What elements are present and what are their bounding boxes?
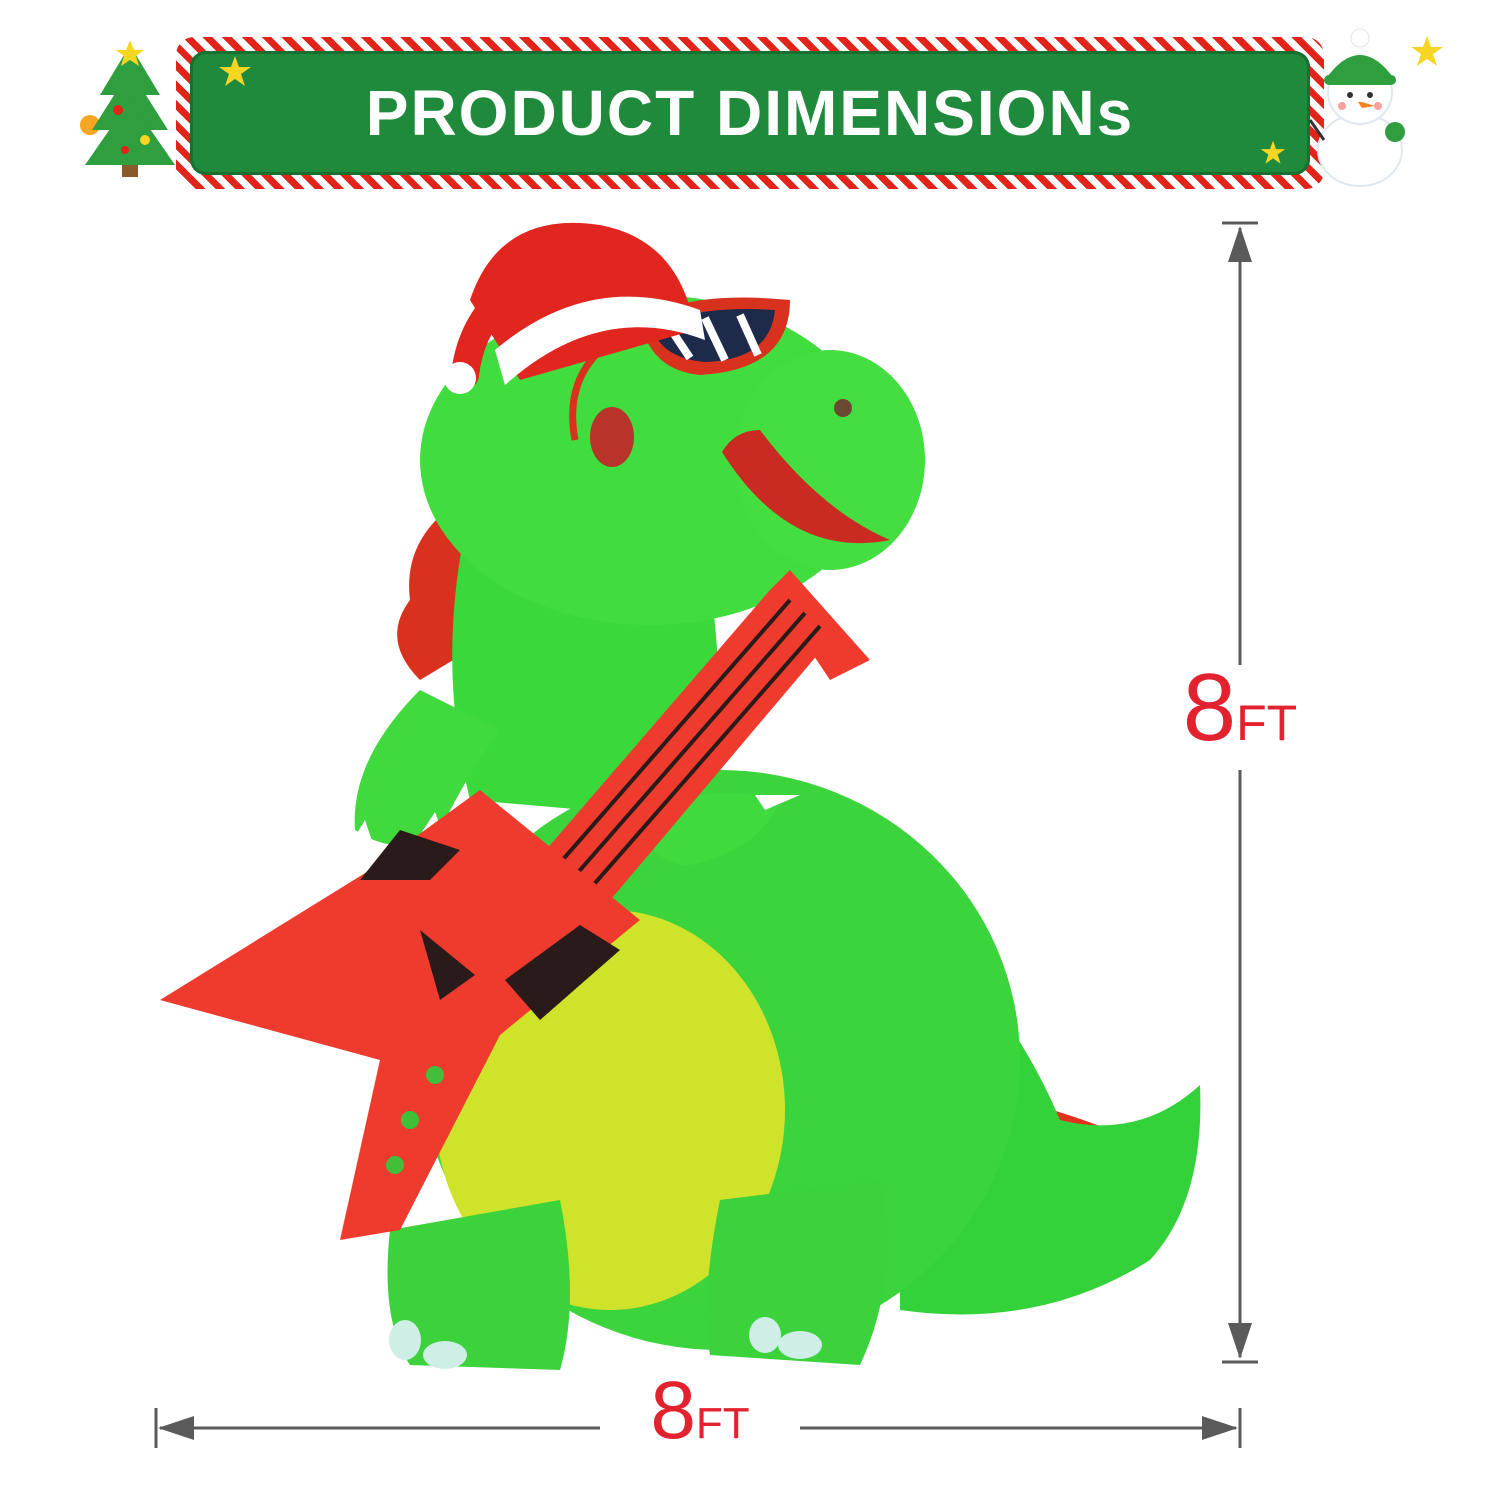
dinosaur-eye: [590, 407, 634, 467]
banner-title: PRODUCT DIMENSIONs: [365, 77, 1135, 149]
width-unit: FT: [695, 1399, 750, 1448]
christmas-tree-icon: [80, 40, 175, 177]
dinosaur-nostril: [834, 399, 852, 417]
height-value: 8: [1182, 654, 1237, 761]
guitar-head: [770, 570, 870, 680]
star-icon: [1260, 140, 1286, 164]
width-value: 8: [650, 1365, 696, 1456]
santa-hat-pom: [444, 362, 476, 394]
title-banner: PRODUCT DIMENSIONs: [176, 37, 1324, 189]
star-icon: [219, 56, 251, 86]
height-unit: FT: [1236, 695, 1298, 751]
height-dimension-label: 8FT: [1140, 660, 1340, 756]
dinosaur-right-leg: [706, 1180, 887, 1365]
snowman-icon: [1308, 28, 1405, 187]
star-icon: [1411, 36, 1443, 66]
width-dimension-label: 8FT: [600, 1370, 800, 1452]
dinosaur-head: [420, 295, 880, 625]
dinosaur-left-leg: [387, 1200, 570, 1370]
title-banner-inner: PRODUCT DIMENSIONs: [190, 51, 1310, 175]
dinosaur-left-arm: [354, 690, 500, 845]
santa-hat-brim: [495, 296, 705, 385]
guitar-body: [160, 790, 640, 1240]
dinosaur-mouth: [722, 430, 890, 544]
